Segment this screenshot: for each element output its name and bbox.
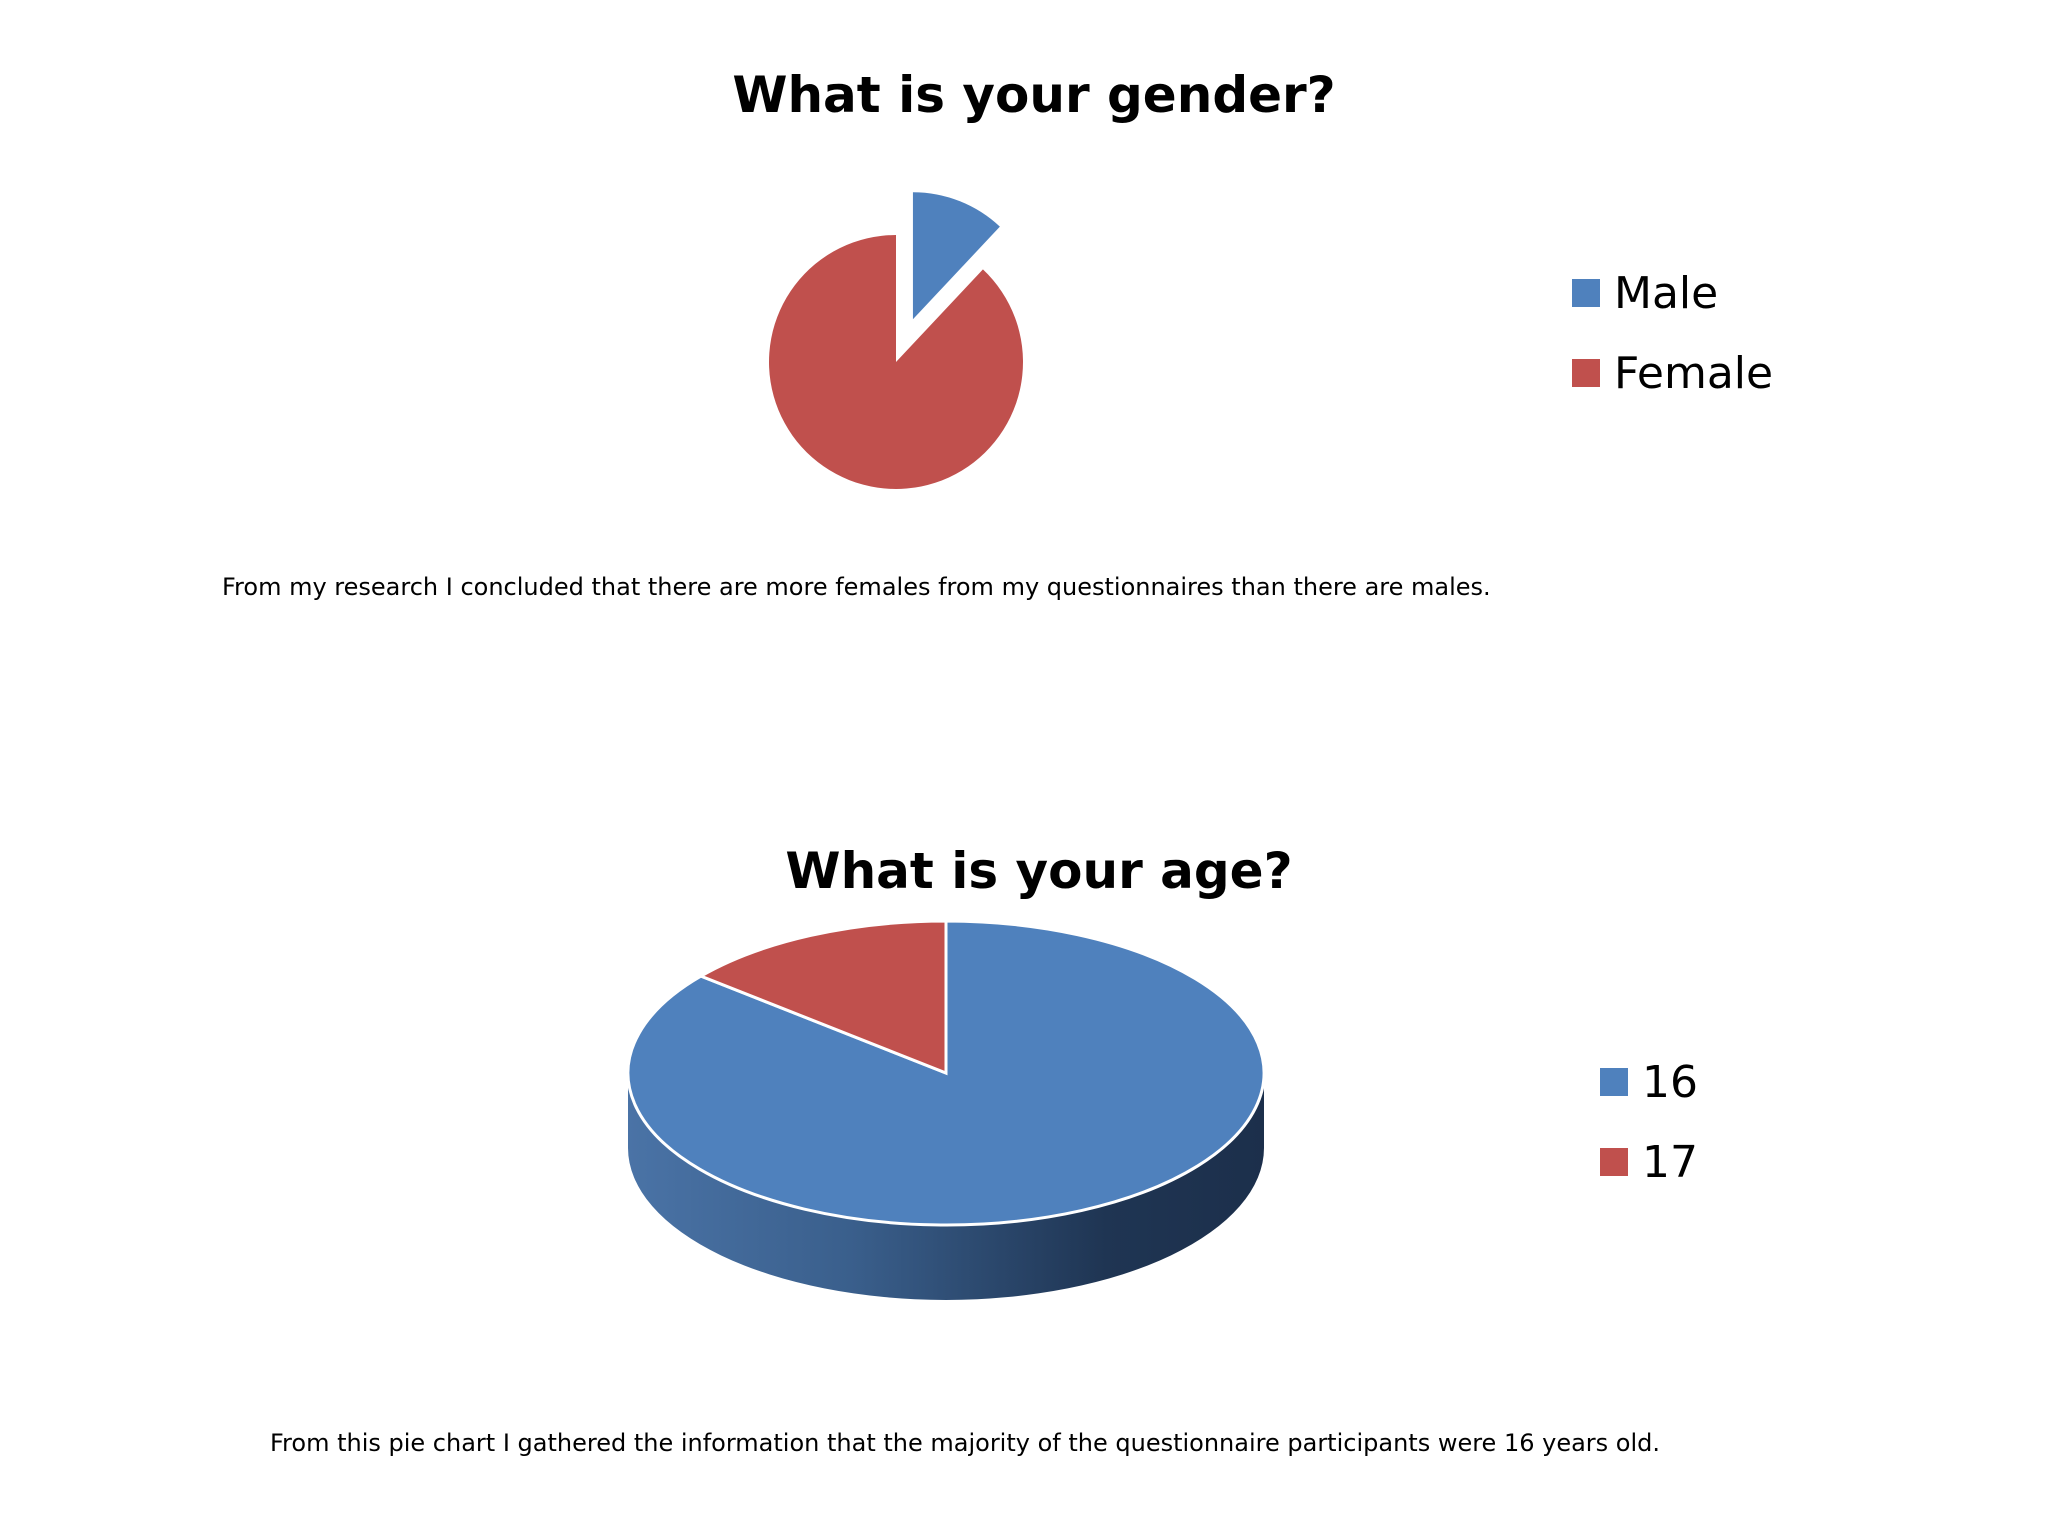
legend-label-female: Female	[1614, 347, 1774, 399]
gender-chart-title: What is your gender?	[732, 66, 1336, 124]
legend-swatch-17	[1600, 1148, 1628, 1176]
age-chart-title: What is your age?	[785, 842, 1293, 900]
legend-swatch-male	[1572, 279, 1600, 307]
legend-item-17: 17	[1600, 1122, 1698, 1202]
legend-swatch-16	[1600, 1068, 1628, 1096]
age-conclusion-text: From this pie chart I gathered the infor…	[270, 1429, 1661, 1457]
pie-slice-17	[697, 919, 948, 1076]
age-legend: 16 17	[1600, 1042, 1698, 1202]
legend-item-male: Male	[1572, 253, 1773, 333]
pie-slice-16	[626, 919, 1266, 1227]
legend-swatch-female	[1572, 359, 1600, 387]
legend-item-female: Female	[1572, 333, 1773, 413]
gender-legend: Male Female	[1572, 253, 1773, 413]
legend-label-male: Male	[1614, 267, 1719, 319]
legend-item-16: 16	[1600, 1042, 1698, 1122]
pie-side-16	[628, 1073, 1264, 1300]
legend-label-16: 16	[1642, 1056, 1698, 1108]
gender-conclusion-text: From my research I concluded that there …	[222, 573, 1491, 601]
pie-slice-male	[912, 192, 1000, 320]
pie-slice-female	[769, 235, 1023, 490]
legend-label-17: 17	[1642, 1136, 1698, 1188]
